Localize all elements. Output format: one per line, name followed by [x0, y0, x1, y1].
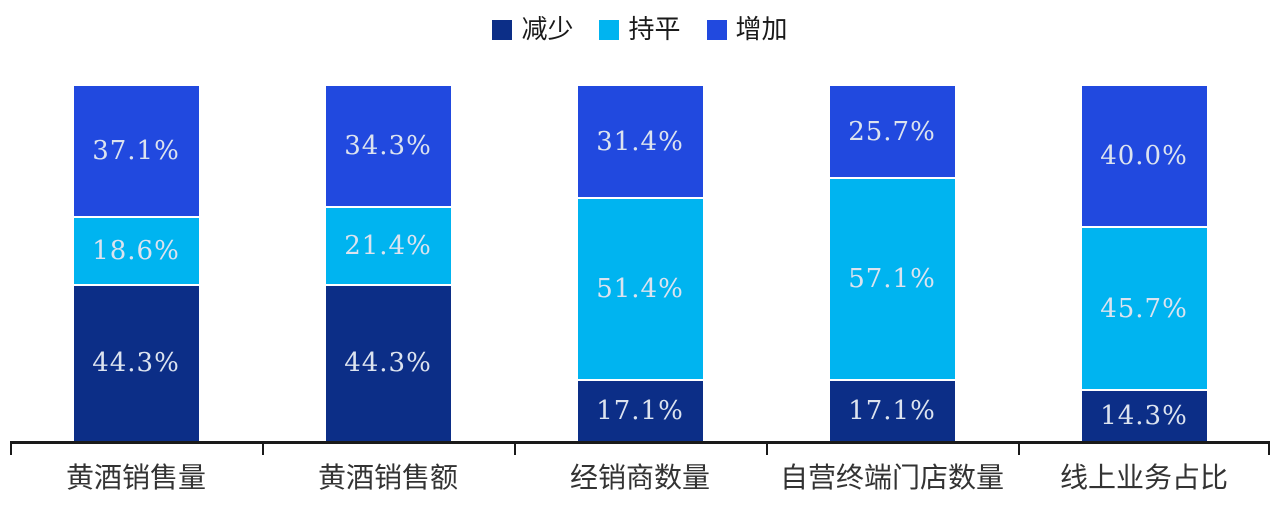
- segment-value-label: 44.3%: [344, 348, 432, 379]
- legend-swatch-increase-icon: [706, 20, 727, 40]
- legend-swatch-decrease-icon: [492, 20, 513, 40]
- segment-value-label: 37.1%: [92, 136, 180, 167]
- bar-segment-flat: 51.4%: [577, 198, 703, 379]
- bar-segment-flat: 57.1%: [829, 178, 955, 379]
- bar-segment-decrease: 17.1%: [577, 381, 703, 441]
- segment-value-label: 21.4%: [344, 230, 432, 261]
- x-axis-line: [10, 441, 1270, 444]
- category-label: 黄酒销售额: [317, 461, 458, 494]
- legend-item-decrease: 减少: [492, 17, 573, 43]
- segment-value-label: 40.0%: [1100, 141, 1188, 172]
- x-axis-tick: [262, 443, 264, 455]
- bar-segment-flat: 45.7%: [1081, 228, 1207, 389]
- bar-column: 25.7% 57.1% 17.1%: [766, 86, 1018, 441]
- legend-label-flat: 持平: [628, 15, 681, 45]
- bar-column: 37.1% 18.6% 44.3%: [10, 86, 262, 441]
- bar-segment-flat: 18.6%: [73, 218, 199, 284]
- segment-value-label: 34.3%: [344, 131, 432, 162]
- bar-segment-decrease: 17.1%: [829, 381, 955, 441]
- segment-value-label: 51.4%: [596, 273, 684, 304]
- bar-segment-increase: 34.3%: [325, 86, 451, 207]
- segment-value-label: 18.6%: [92, 235, 180, 266]
- segment-value-label: 17.1%: [848, 396, 936, 426]
- legend-label-decrease: 减少: [521, 15, 574, 45]
- x-axis-tick: [514, 443, 516, 455]
- segment-value-label: 44.3%: [92, 348, 180, 379]
- stacked-bar: 40.0% 45.7% 14.3%: [1081, 86, 1207, 441]
- category-labels-row: 黄酒销售量 黄酒销售额 经销商数量 自营终端门店数量 线上业务占比: [10, 460, 1270, 496]
- bar-segment-increase: 25.7%: [829, 86, 955, 177]
- plot-area: 37.1% 18.6% 44.3% 34.3% 21.4% 44.3% 31.4% 51.4%…: [10, 86, 1270, 455]
- category-label: 经销商数量: [569, 461, 710, 494]
- stacked-bar: 25.7% 57.1% 17.1%: [829, 86, 955, 441]
- chart-legend: 减少 持平 增加: [10, 0, 1270, 46]
- segment-value-label: 57.1%: [848, 263, 936, 294]
- bar-segment-flat: 21.4%: [325, 208, 451, 284]
- x-axis-tick: [10, 443, 12, 455]
- bar-segment-decrease: 44.3%: [73, 285, 199, 441]
- bar-column: 31.4% 51.4% 17.1%: [514, 86, 766, 441]
- stacked-bar: 37.1% 18.6% 44.3%: [73, 86, 199, 441]
- category-label: 自营终端门店数量: [779, 461, 1004, 494]
- category-label: 黄酒销售量: [65, 461, 206, 494]
- bar-segment-decrease: 14.3%: [1081, 390, 1207, 441]
- bar-column: 34.3% 21.4% 44.3%: [262, 86, 514, 441]
- segment-value-label: 31.4%: [596, 126, 684, 157]
- bar-segment-increase: 31.4%: [577, 86, 703, 197]
- segment-value-label: 25.7%: [848, 116, 936, 147]
- legend-item-increase: 增加: [706, 15, 788, 45]
- segment-value-label: 45.7%: [1100, 293, 1188, 324]
- category-label: 线上业务占比: [1059, 461, 1228, 494]
- bar-segment-increase: 37.1%: [73, 86, 199, 217]
- bar-segment-decrease: 44.3%: [325, 285, 451, 441]
- segment-value-label: 17.1%: [596, 396, 684, 426]
- bars-container: 37.1% 18.6% 44.3% 34.3% 21.4% 44.3% 31.4% 51.4%…: [10, 86, 1270, 441]
- segment-value-label: 14.3%: [1100, 400, 1188, 431]
- legend-item-flat: 持平: [599, 15, 681, 45]
- x-axis-tick: [766, 443, 768, 455]
- stacked-bar: 31.4% 51.4% 17.1%: [577, 86, 703, 441]
- x-axis-tick: [1268, 443, 1270, 455]
- x-axis-tick: [1018, 443, 1020, 455]
- bar-column: 40.0% 45.7% 14.3%: [1018, 86, 1270, 441]
- legend-swatch-flat-icon: [599, 20, 620, 40]
- stacked-bar: 34.3% 21.4% 44.3%: [325, 86, 451, 441]
- legend-label-increase: 增加: [735, 15, 788, 45]
- bar-segment-increase: 40.0%: [1081, 86, 1207, 227]
